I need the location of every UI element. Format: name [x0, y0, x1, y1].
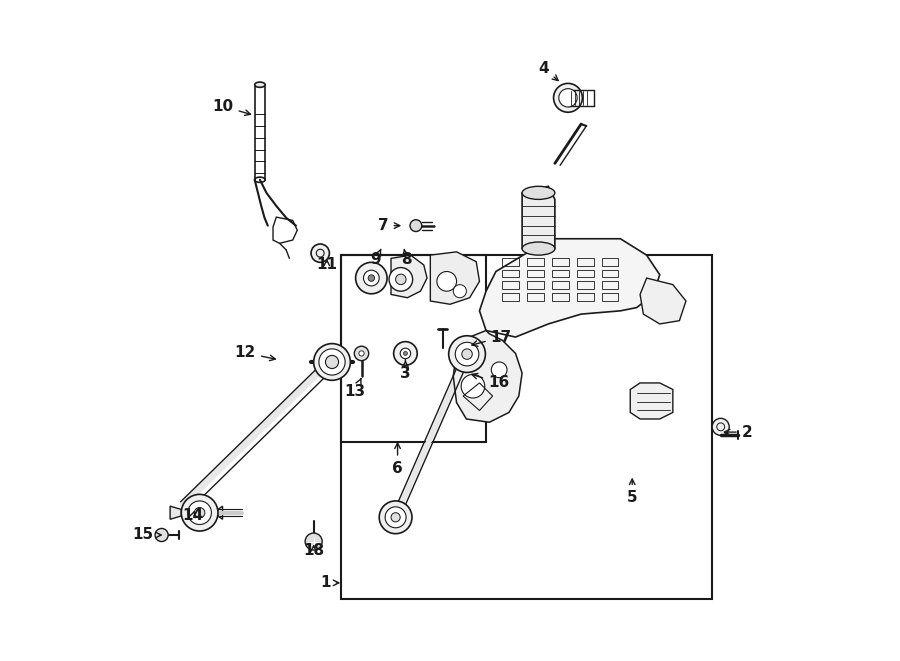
Circle shape [554, 83, 582, 112]
Polygon shape [480, 239, 660, 337]
Polygon shape [218, 506, 222, 520]
Polygon shape [454, 330, 522, 422]
Circle shape [559, 89, 577, 107]
Circle shape [461, 374, 485, 398]
Circle shape [359, 351, 364, 356]
Polygon shape [170, 506, 181, 520]
Polygon shape [391, 255, 428, 297]
Text: 2: 2 [724, 424, 752, 440]
Text: 10: 10 [212, 99, 250, 116]
Text: 7: 7 [378, 218, 400, 233]
Circle shape [155, 528, 168, 541]
Ellipse shape [522, 186, 555, 200]
Text: 9: 9 [371, 249, 382, 267]
Text: 5: 5 [627, 479, 637, 505]
Text: 6: 6 [392, 443, 403, 476]
Circle shape [181, 494, 218, 531]
Circle shape [305, 533, 322, 550]
Circle shape [462, 349, 472, 360]
Circle shape [455, 342, 479, 366]
Circle shape [364, 270, 379, 286]
Circle shape [454, 285, 466, 297]
Circle shape [410, 219, 422, 231]
Text: 15: 15 [132, 527, 161, 543]
Text: 11: 11 [316, 257, 338, 272]
Circle shape [379, 501, 412, 533]
Polygon shape [522, 186, 555, 252]
Circle shape [400, 348, 410, 359]
Text: 16: 16 [472, 373, 509, 391]
Circle shape [396, 274, 406, 285]
Circle shape [188, 501, 212, 525]
Text: 14: 14 [183, 508, 203, 523]
Circle shape [491, 362, 507, 377]
Circle shape [389, 268, 412, 292]
Circle shape [385, 507, 406, 527]
Text: 13: 13 [345, 379, 365, 399]
Text: 12: 12 [235, 345, 275, 361]
Ellipse shape [255, 82, 266, 87]
Circle shape [449, 336, 485, 372]
Polygon shape [640, 278, 686, 324]
Circle shape [368, 275, 374, 282]
Circle shape [311, 244, 329, 262]
Polygon shape [430, 252, 480, 304]
Circle shape [403, 352, 408, 356]
Text: 18: 18 [303, 543, 324, 558]
Circle shape [326, 356, 338, 369]
Circle shape [355, 346, 369, 361]
Circle shape [436, 272, 456, 292]
Circle shape [194, 508, 205, 518]
Text: 4: 4 [538, 61, 558, 81]
Circle shape [393, 342, 418, 366]
Text: 1: 1 [320, 575, 338, 590]
Circle shape [319, 349, 345, 375]
Text: 3: 3 [400, 360, 410, 381]
Circle shape [314, 344, 350, 380]
Circle shape [356, 262, 387, 293]
Text: 17: 17 [472, 330, 512, 346]
Polygon shape [630, 383, 673, 419]
Text: 8: 8 [400, 249, 411, 267]
Circle shape [391, 513, 401, 522]
Circle shape [712, 418, 729, 436]
Ellipse shape [522, 242, 555, 255]
